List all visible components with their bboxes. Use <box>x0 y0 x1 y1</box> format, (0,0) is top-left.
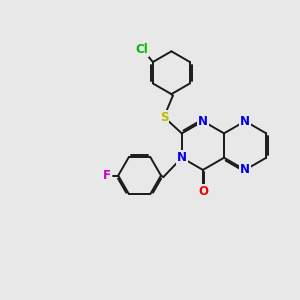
Text: N: N <box>240 115 250 128</box>
Text: O: O <box>198 185 208 198</box>
Text: N: N <box>198 115 208 128</box>
Text: N: N <box>240 164 250 176</box>
Text: S: S <box>160 110 168 124</box>
Text: N: N <box>177 151 187 164</box>
Text: F: F <box>103 169 111 182</box>
Text: Cl: Cl <box>135 43 148 56</box>
